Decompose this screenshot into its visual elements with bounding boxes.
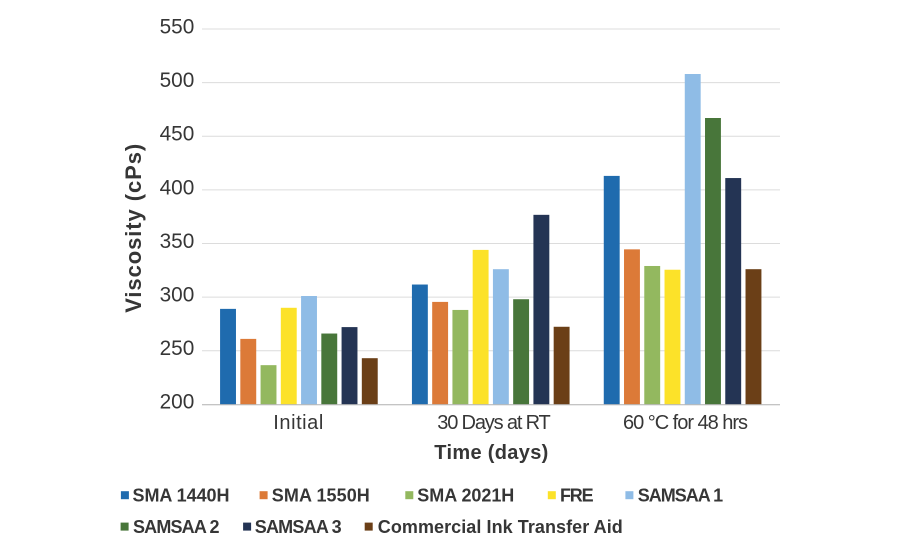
- svg-text:Commercial Ink Transfer Aid: Commercial Ink Transfer Aid: [378, 517, 623, 537]
- svg-text:400: 400: [160, 176, 195, 199]
- svg-text:500: 500: [160, 69, 195, 92]
- svg-text:SAMSAA 3: SAMSAA 3: [255, 517, 342, 537]
- svg-text:550: 550: [160, 15, 195, 38]
- svg-text:Time (days): Time (days): [434, 442, 548, 464]
- svg-text:300: 300: [160, 284, 195, 307]
- svg-text:SMA 1440H: SMA 1440H: [133, 485, 230, 505]
- svg-text:200: 200: [160, 391, 195, 414]
- svg-text:450: 450: [160, 123, 195, 146]
- svg-text:SMA 2021H: SMA 2021H: [417, 485, 514, 505]
- svg-text:Initial: Initial: [273, 412, 323, 434]
- svg-text:60 °C for 48 hrs: 60 °C for 48 hrs: [623, 412, 748, 434]
- svg-text:SAMSAA 1: SAMSAA 1: [638, 485, 724, 505]
- svg-text:FRE: FRE: [560, 485, 594, 505]
- svg-text:350: 350: [160, 230, 195, 253]
- svg-text:250: 250: [160, 337, 195, 360]
- svg-text:Viscosity (cPs): Viscosity (cPs): [121, 144, 146, 313]
- svg-text:30 Days at RT: 30 Days at RT: [437, 412, 551, 434]
- svg-text:SMA 1550H: SMA 1550H: [272, 485, 370, 505]
- svg-text:SAMSAA 2: SAMSAA 2: [133, 517, 220, 537]
